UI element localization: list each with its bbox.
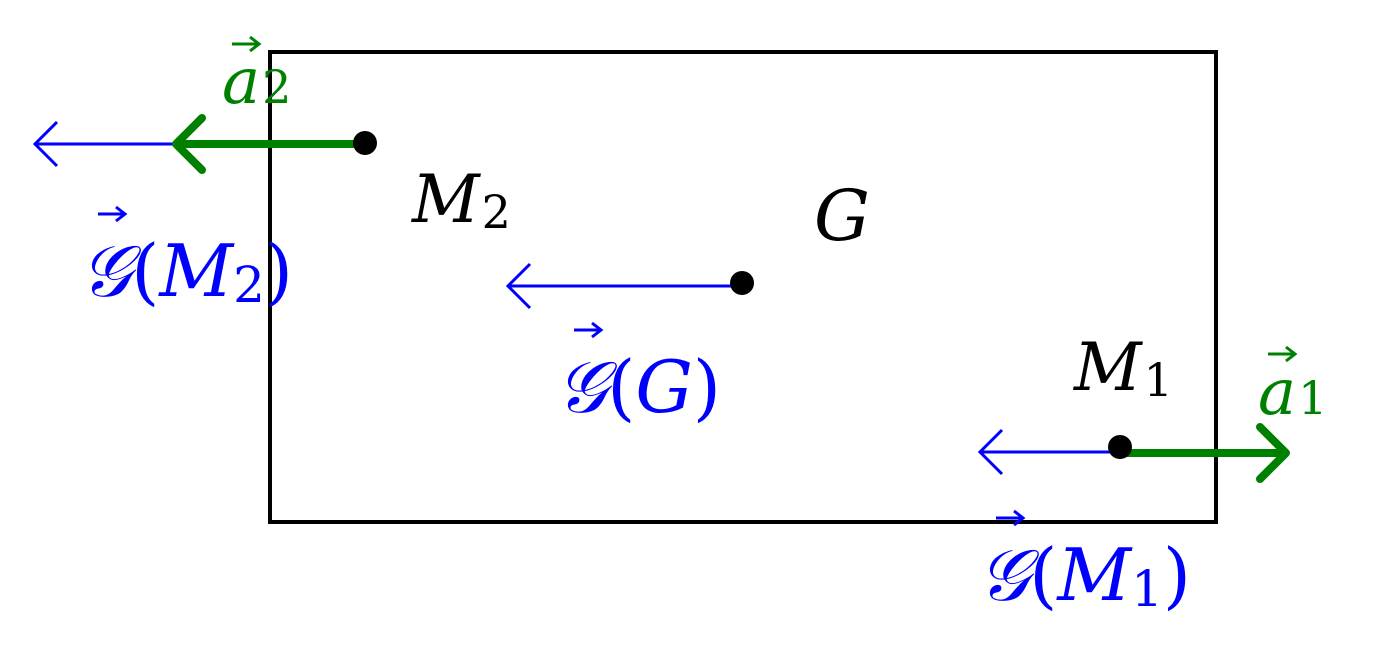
svg-text:𝒢(M2): 𝒢(M2) <box>80 229 293 314</box>
label-gravity-m1-arg: M <box>1055 533 1133 617</box>
label-gravity-m2: 𝒢(M2) <box>80 205 293 314</box>
label-m1-letter: M <box>1073 329 1143 406</box>
svg-text:𝒢(G): 𝒢(G) <box>556 345 721 429</box>
label-m1: M1 <box>1073 329 1173 407</box>
label-a1-subscript: 1 <box>1298 371 1327 425</box>
vector-arrow-accent-grav-g-head <box>591 321 604 339</box>
label-gravity-m1-subscript: 1 <box>1131 560 1163 618</box>
label-a2-symbol: a <box>222 45 260 119</box>
label-m1-subscript: 1 <box>1144 353 1173 407</box>
svg-text:a1: a1 <box>1258 356 1327 430</box>
label-gravity-m2-close: ) <box>265 229 293 313</box>
rigid-body-rectangle <box>268 50 1218 524</box>
vector-arrow-accent-a1-head <box>1285 345 1298 363</box>
label-g: G <box>814 175 870 257</box>
label-gravity-m1-close: ) <box>1163 533 1191 617</box>
point-m2-dot <box>353 131 377 155</box>
gravity-vector-m1-head <box>977 428 1004 476</box>
gravity-vector-m2-head <box>32 120 59 168</box>
svg-text:a2: a2 <box>222 45 291 119</box>
vector-arrow-accent-a2-head <box>249 35 262 53</box>
acceleration-vector-a1-head <box>1256 423 1290 483</box>
point-g-dot <box>730 271 754 295</box>
label-gravity-m1-open: ( <box>1029 533 1057 617</box>
vector-arrow-accent-grav-m1-head <box>1013 509 1026 527</box>
acceleration-vector-a2-head <box>172 114 206 174</box>
gravity-vector-g-head <box>505 262 532 310</box>
label-gravity-m2-subscript: 2 <box>233 256 265 314</box>
label-gravity-m2-arg: M <box>157 229 235 313</box>
label-gravity-m1: 𝒢(M1) <box>978 509 1191 618</box>
label-gravity-g-close: ) <box>693 345 721 429</box>
label-m2-subscript: 2 <box>482 185 511 239</box>
label-m2-letter: M <box>411 161 481 238</box>
vector-arrow-accent-grav-m2-head <box>115 205 128 223</box>
label-a2-subscript: 2 <box>262 60 291 114</box>
label-gravity-g-open: ( <box>607 345 635 429</box>
label-gravity-m2-open: ( <box>131 229 159 313</box>
point-m1-dot <box>1108 435 1132 459</box>
label-a1: a1 <box>1258 345 1327 430</box>
label-a1-symbol: a <box>1258 356 1296 430</box>
label-gravity-g-arg: G <box>635 345 693 429</box>
label-gravity-g: 𝒢(G) <box>556 321 721 429</box>
svg-text:𝒢(M1): 𝒢(M1) <box>978 533 1191 618</box>
label-a2: a2 <box>222 35 291 119</box>
label-m2: M2 <box>411 161 511 239</box>
